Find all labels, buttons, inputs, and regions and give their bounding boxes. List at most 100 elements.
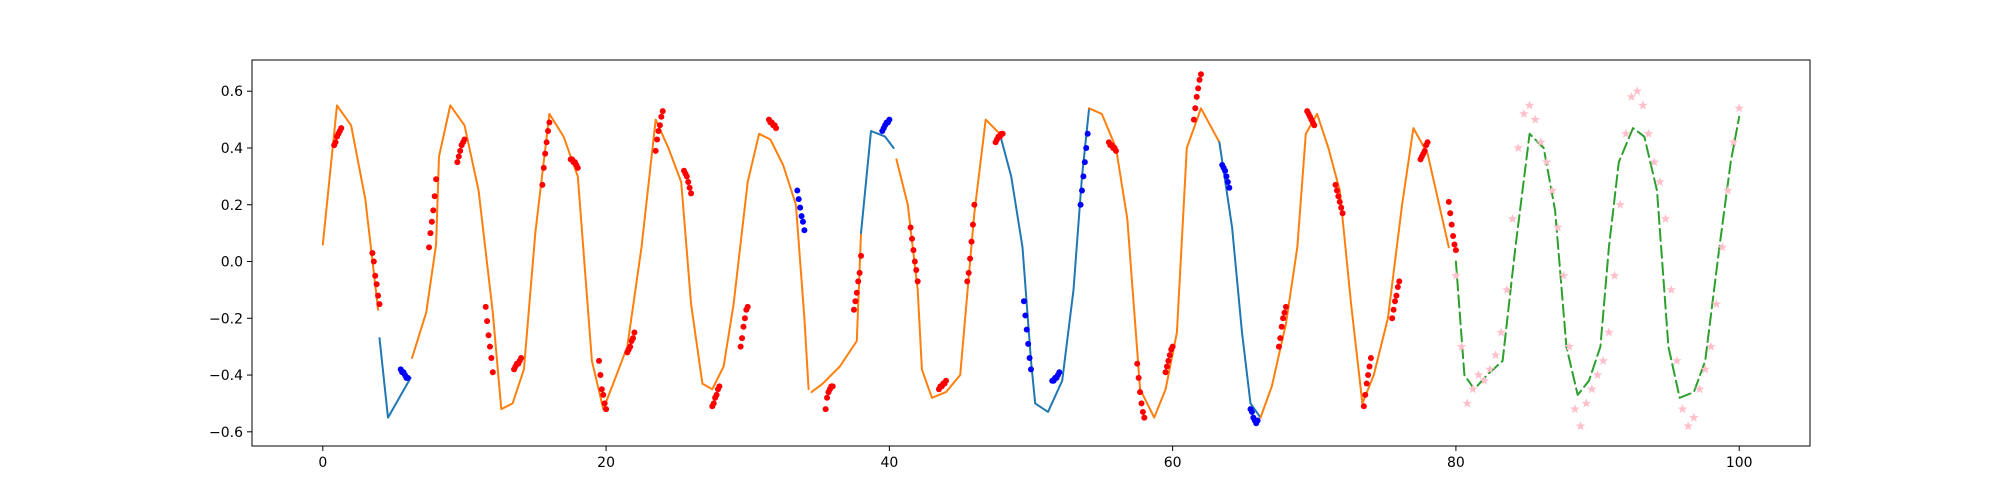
red-point [428, 218, 435, 225]
blue-point [795, 196, 802, 203]
x-tick-label: 60 [1164, 455, 1182, 471]
red-point [427, 230, 434, 237]
pink-star-point [1496, 327, 1506, 337]
red-point [858, 252, 865, 259]
y-axis: −0.6 −0.4 −0.2 0.0 0.2 0.4 0.6 [209, 84, 252, 441]
pink-star-point [1536, 137, 1546, 147]
red-point [716, 383, 723, 390]
y-tick-label: −0.6 [209, 425, 243, 441]
series-line-1-orange [321, 104, 380, 311]
red-point [737, 343, 744, 350]
pink-star-point [1632, 86, 1642, 96]
red-point [627, 343, 634, 350]
red-point [598, 386, 605, 393]
red-point [1195, 85, 1202, 92]
blue-point [799, 218, 806, 225]
y-tick-label: 0.6 [221, 84, 243, 100]
red-point [1365, 372, 1372, 379]
red-point [482, 303, 489, 310]
red-point [540, 164, 547, 171]
x-tick-label: 20 [597, 455, 615, 471]
red-point [485, 332, 492, 339]
red-point [1332, 181, 1339, 188]
red-point [1193, 93, 1200, 100]
red-point [1135, 374, 1142, 381]
red-point [1335, 193, 1342, 200]
red-point [1112, 147, 1119, 154]
red-point [1190, 116, 1197, 123]
red-point [913, 267, 920, 274]
red-point [969, 221, 976, 228]
pink-star-point [1689, 412, 1699, 422]
series-line-5-blue [860, 130, 895, 235]
red-point [971, 201, 978, 208]
pink-star-point [1626, 91, 1637, 101]
red-point [652, 147, 659, 154]
blue-point [1023, 326, 1030, 333]
pink-star-point [1717, 242, 1727, 252]
pink-star-point [1513, 143, 1523, 152]
red-point [914, 278, 921, 285]
series-line-2-blue [378, 337, 412, 419]
red-point [909, 235, 916, 242]
blue-point [1084, 130, 1091, 137]
pink-star-point [1621, 128, 1631, 138]
red-point [376, 301, 383, 308]
blue-point [1080, 173, 1087, 180]
blue-point [1078, 187, 1085, 194]
blue-point [1026, 355, 1033, 362]
red-point [600, 391, 607, 398]
blue-point [1223, 173, 1230, 180]
red-point [372, 272, 379, 279]
series-line-11-green [1454, 115, 1741, 399]
red-point [1336, 198, 1343, 205]
pink-star-point [1456, 341, 1467, 351]
red-point [710, 400, 717, 407]
red-point [1281, 309, 1288, 316]
red-point [1138, 400, 1145, 407]
red-point [1392, 298, 1399, 305]
red-point [1452, 247, 1459, 254]
red-point [967, 255, 974, 262]
red-point [1169, 343, 1176, 350]
red-point [853, 289, 860, 296]
red-point [1311, 122, 1318, 129]
pink-star-point [1734, 103, 1744, 113]
series-line-8-orange [1088, 107, 1221, 419]
red-point [1366, 363, 1373, 370]
pink-star-point [1468, 384, 1478, 394]
blue-point [1081, 159, 1088, 166]
red-point [773, 125, 780, 132]
red-point [631, 329, 638, 336]
plot-frame [251, 59, 1811, 447]
red-point [1393, 292, 1400, 299]
red-point [1367, 355, 1374, 362]
y-tick-label: 0.4 [221, 141, 243, 157]
blue-point [794, 187, 801, 194]
red-point [373, 281, 380, 288]
red-point [856, 269, 863, 276]
pink-star-point [1655, 177, 1665, 187]
red-point [683, 173, 690, 180]
pink-star-point [1638, 100, 1648, 110]
red-point [658, 113, 665, 120]
red-point [822, 406, 829, 413]
red-point [1360, 403, 1367, 410]
pink-star-point [1519, 108, 1529, 118]
red-point [518, 355, 525, 362]
pink-star-point [1451, 270, 1461, 280]
blue-point [1022, 312, 1029, 319]
red-point [1389, 315, 1396, 322]
blue-point [1077, 201, 1084, 208]
red-point [1278, 323, 1285, 330]
red-point [1424, 139, 1431, 146]
blue-point [1224, 179, 1231, 186]
red-point [1282, 303, 1289, 310]
red-point [740, 323, 747, 330]
y-tick-label: 0.0 [221, 255, 243, 271]
red-point [630, 335, 637, 342]
x-tick-label: 40 [880, 455, 898, 471]
red-point [852, 298, 859, 305]
red-point [1390, 306, 1397, 313]
blue-point [1025, 340, 1032, 347]
